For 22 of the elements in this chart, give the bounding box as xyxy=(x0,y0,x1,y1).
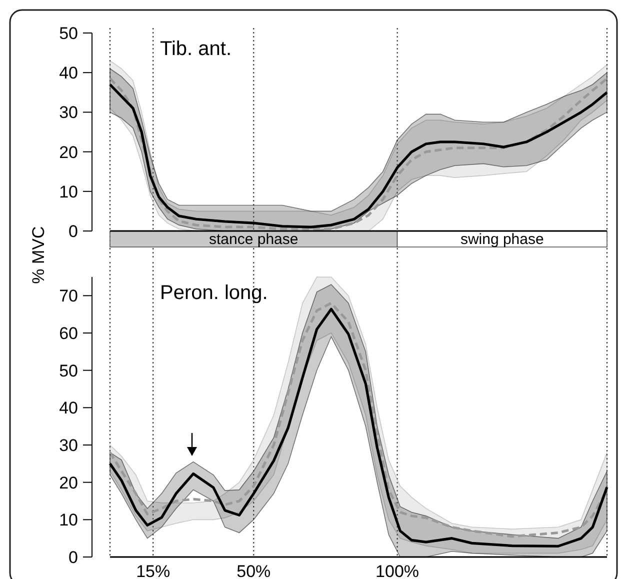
y-tick-label: 30 xyxy=(59,103,78,122)
y-tick-label: 0 xyxy=(68,548,78,567)
x-tick-label: 100% xyxy=(376,562,420,579)
annotation: swing phase xyxy=(460,231,544,248)
chart-title: Tib. ant. xyxy=(160,38,232,60)
annotation: stance phase xyxy=(209,231,298,248)
y-tick-label: 0 xyxy=(68,222,78,241)
chart-title: Peron. long. xyxy=(160,282,268,304)
y-tick-label: 30 xyxy=(59,436,78,455)
x-tick-label: 15% xyxy=(136,562,170,579)
y-tick-label: 50 xyxy=(59,361,78,380)
y-tick-label: 50 xyxy=(59,24,78,43)
y-tick-label: 60 xyxy=(59,324,78,343)
x-tick-label: 50% xyxy=(236,562,271,579)
y-tick-label: 20 xyxy=(59,473,78,492)
y-tick-label: 70 xyxy=(59,286,78,306)
y-tick-label: 10 xyxy=(59,510,78,530)
y-axis-title: % MVC xyxy=(29,226,48,284)
y-tick-label: 10 xyxy=(59,182,78,202)
y-tick-label: 40 xyxy=(59,64,78,83)
y-tick-label: 40 xyxy=(59,398,78,418)
y-tick-label: 20 xyxy=(59,142,78,162)
